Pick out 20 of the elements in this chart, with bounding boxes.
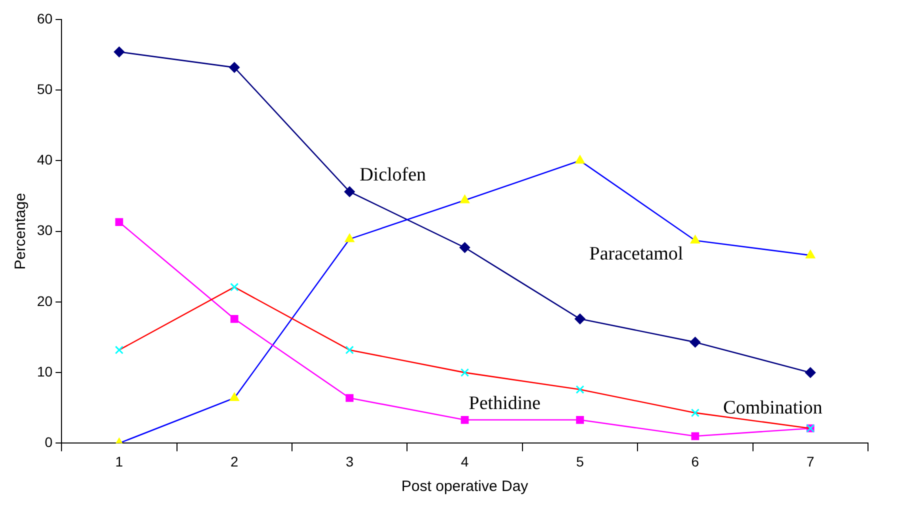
series-label: Pethidine — [468, 392, 541, 414]
x-tick-label: 3 — [346, 453, 354, 470]
series-label: Combination — [723, 397, 823, 418]
y-tick-label: 30 — [36, 222, 53, 238]
series-label: Diclofen — [360, 164, 427, 186]
x-axis-title: Post operative Day — [401, 478, 529, 496]
x-tick-label: 2 — [230, 453, 238, 470]
y-tick-label: 50 — [36, 80, 53, 97]
y-tick-label: 40 — [36, 152, 53, 168]
y-tick-label: 0 — [44, 434, 53, 450]
y-axis-title: Percentage — [12, 192, 30, 270]
x-tick-label: 1 — [115, 453, 124, 470]
x-tick-label: 7 — [806, 453, 814, 470]
x-tick-label: 5 — [576, 453, 584, 470]
y-tick-label: 60 — [36, 10, 53, 26]
x-tick-label: 6 — [691, 453, 700, 470]
series-label: Paracetamol — [589, 243, 684, 264]
y-tick-label: 20 — [36, 292, 53, 309]
x-tick-label: 4 — [460, 453, 469, 470]
y-tick-label: 10 — [36, 363, 53, 380]
